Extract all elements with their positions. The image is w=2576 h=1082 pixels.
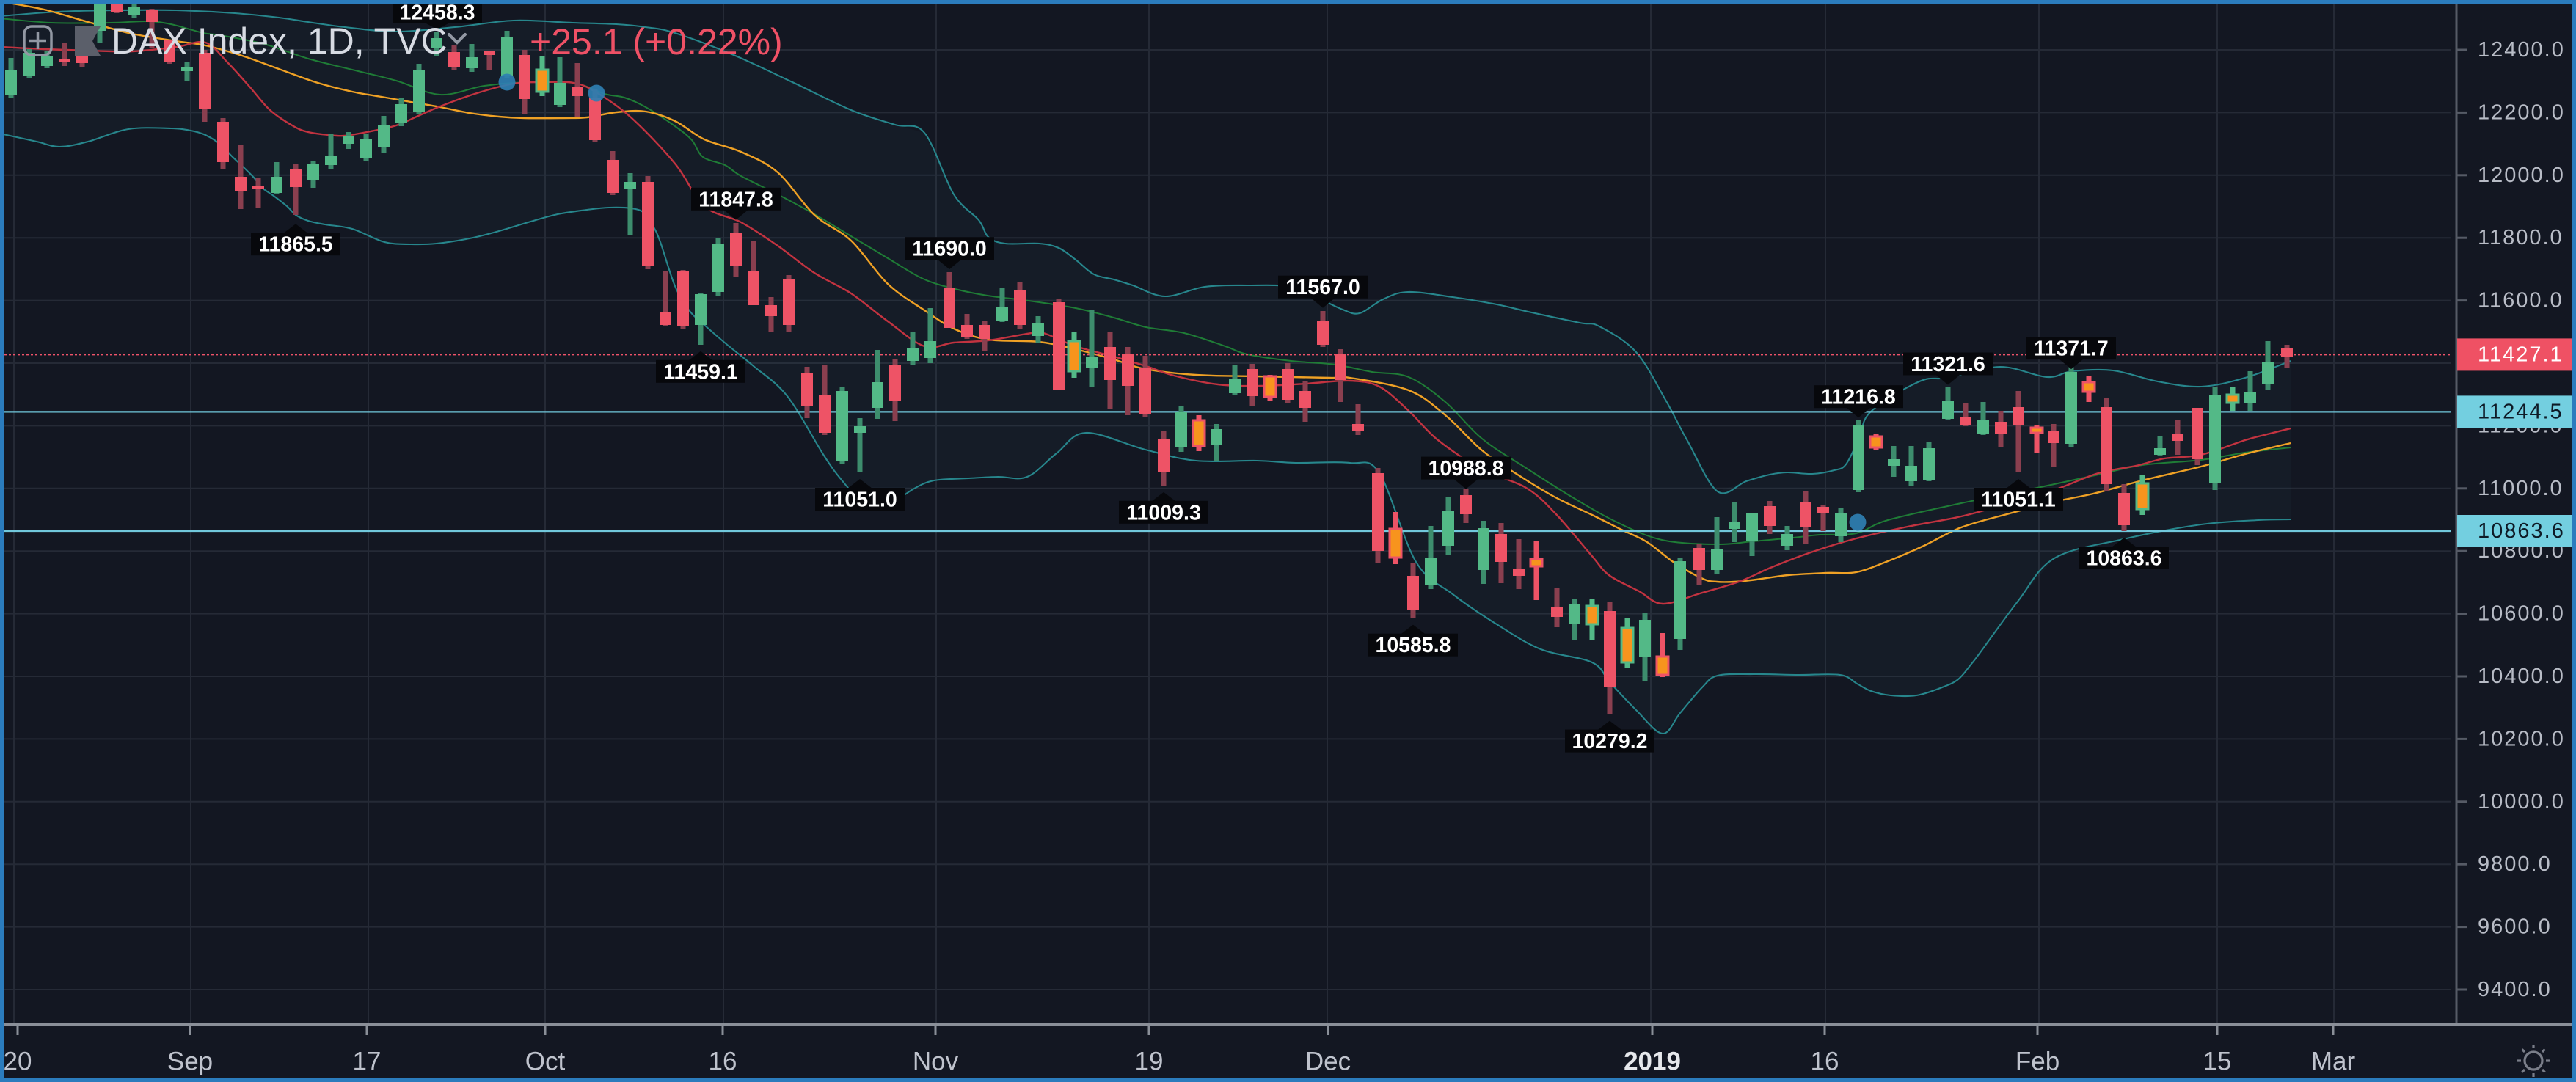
svg-text:17: 17 [353,1048,382,1076]
svg-text:10279.2: 10279.2 [1572,730,1647,753]
svg-text:9400.0: 9400.0 [2478,978,2552,1001]
svg-text:11800.0: 11800.0 [2478,226,2564,249]
svg-text:2019: 2019 [1624,1048,1681,1076]
svg-text:11459.1: 11459.1 [663,360,738,384]
svg-text:12400.0: 12400.0 [2478,38,2565,62]
svg-text:19: 19 [1135,1048,1164,1076]
svg-text:11865.5: 11865.5 [258,233,333,257]
svg-text:11216.8: 11216.8 [1821,386,1895,409]
svg-text:12200.0: 12200.0 [2478,100,2565,124]
svg-text:15: 15 [2203,1048,2232,1076]
svg-text:+25.1 (+0.22%): +25.1 (+0.22%) [530,21,783,62]
svg-text:10200.0: 10200.0 [2478,727,2565,750]
svg-text:11321.6: 11321.6 [1911,353,1985,376]
svg-text:11567.0: 11567.0 [1285,276,1360,299]
svg-text:16: 16 [1811,1048,1839,1076]
svg-text:10863.6: 10863.6 [2086,547,2161,571]
svg-text:11000.0: 11000.0 [2478,477,2564,500]
svg-text:12000.0: 12000.0 [2478,164,2565,187]
svg-text:9600.0: 9600.0 [2478,915,2552,939]
svg-text:11690.0: 11690.0 [912,238,986,261]
svg-text:11244.5: 11244.5 [2478,400,2564,423]
svg-text:11051.0: 11051.0 [822,489,897,512]
svg-text:11847.8: 11847.8 [698,188,773,211]
svg-text:10600.0: 10600.0 [2478,602,2565,626]
svg-text:Nov: Nov [913,1048,959,1076]
svg-text:10585.8: 10585.8 [1375,634,1451,657]
svg-text:Mar: Mar [2311,1048,2356,1076]
svg-text:11009.3: 11009.3 [1126,501,1200,524]
svg-text:11600.0: 11600.0 [2478,289,2564,312]
svg-text:10000.0: 10000.0 [2478,790,2565,814]
svg-text:Feb: Feb [2015,1048,2059,1076]
svg-text:10863.6: 10863.6 [2478,519,2565,543]
svg-text:Sep: Sep [167,1048,213,1076]
svg-text:10400.0: 10400.0 [2478,665,2565,688]
svg-text:Dec: Dec [1305,1048,1351,1076]
svg-text:10988.8: 10988.8 [1428,457,1503,480]
svg-text:20: 20 [4,1048,32,1076]
svg-text:DAX Index, 1D, TVC: DAX Index, 1D, TVC [112,21,448,62]
svg-text:11051.1: 11051.1 [1981,489,2056,512]
svg-text:9800.0: 9800.0 [2478,852,2552,876]
svg-text:12458.3: 12458.3 [399,1,475,25]
svg-text:11427.1: 11427.1 [2478,343,2564,366]
svg-text:11371.7: 11371.7 [2034,337,2108,361]
svg-text:Oct: Oct [525,1048,566,1076]
svg-text:16: 16 [709,1048,737,1076]
